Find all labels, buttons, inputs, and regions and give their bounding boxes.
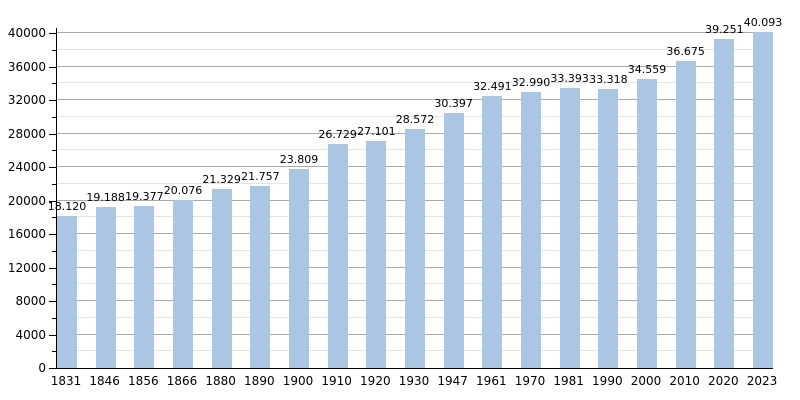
plot-area: 18.120 19.188 19.377 20.076 21.329 21.757 23.8… (48, 16, 782, 369)
x-axis-tick-label: 2023 (746, 374, 778, 388)
bar-2020 (714, 39, 735, 368)
bar-1990 (598, 88, 619, 368)
y-axis-minor-tick (52, 183, 56, 185)
x-axis-tick-label: 1981 (553, 374, 584, 388)
bar-1880 (211, 189, 232, 368)
bar-value-label: 28.572 (395, 112, 435, 126)
y-axis-tick (49, 368, 56, 369)
y-axis-tick (49, 33, 56, 35)
bar-1831 (57, 216, 77, 368)
bar-1856 (134, 205, 155, 368)
x-axis-tick-label: 1880 (205, 374, 236, 388)
bar-value-label: 27.101 (357, 125, 396, 139)
y-axis-minor-tick (52, 150, 56, 152)
x-axis-tick-label: 1970 (514, 374, 546, 388)
bar-1920 (366, 141, 387, 368)
y-axis-tick-label: 36000 (7, 59, 46, 74)
x-axis-tick-label: 1890 (244, 374, 275, 388)
x-axis-tick-label: 1910 (321, 374, 352, 388)
bar-value-label: 23.809 (279, 152, 319, 166)
bar-value-label: 33.318 (589, 72, 628, 86)
bar-value-label: 34.559 (627, 62, 667, 76)
y-axis-tick (49, 66, 56, 68)
bar-2023 (753, 32, 773, 368)
y-axis-tick (49, 133, 56, 135)
bar-1981 (559, 88, 580, 368)
bar-value-label: 20.076 (163, 183, 203, 197)
bar-1970 (521, 91, 541, 368)
y-axis-tick-label: 20000 (7, 193, 46, 208)
gridline-minor (57, 48, 773, 50)
y-axis-tick (49, 167, 56, 168)
y-axis-tick (49, 100, 56, 102)
bar-value-label: 30.397 (434, 97, 473, 111)
y-axis-tick-label: 32000 (7, 93, 46, 108)
x-axis-tick-label: 1900 (282, 374, 314, 388)
gridline-minor (57, 115, 773, 117)
y-axis-tick (49, 200, 56, 202)
y-axis-tick (49, 301, 56, 302)
x-axis-tick-label: 1831 (50, 374, 82, 388)
bar-value-label: 19.377 (125, 189, 164, 203)
bar-value-label: 21.757 (241, 169, 280, 183)
y-axis-tick (49, 334, 56, 336)
bar-value-label: 18.120 (47, 200, 87, 214)
x-axis-tick-label: 1930 (398, 374, 430, 388)
x-axis-tick-label: 2000 (630, 374, 662, 388)
bar-value-label: 40.093 (743, 16, 783, 30)
bar-1846 (95, 207, 116, 368)
y-axis-tick-label: 24000 (7, 160, 46, 174)
bar-value-label: 33.393 (550, 72, 589, 86)
y-axis-tick-label: 40000 (7, 26, 46, 41)
y-axis-minor-tick (52, 83, 56, 85)
x-axis-tick-label: 1856 (128, 374, 159, 388)
bar-1947 (443, 113, 464, 368)
y-axis-tick (49, 267, 56, 269)
x-axis-tick-label: 2020 (708, 374, 739, 388)
y-axis-tick-label: 28000 (7, 126, 46, 141)
y-axis-minor-tick (52, 351, 56, 353)
bar-value-label: 32.990 (511, 75, 551, 89)
bar-value-label: 21.329 (202, 173, 241, 187)
bar-1900 (289, 168, 309, 368)
y-axis-minor-tick (52, 49, 56, 51)
bar-1930 (405, 128, 425, 368)
y-axis-tick-label: 16000 (7, 227, 46, 241)
x-axis-tick-label: 1866 (166, 374, 198, 388)
bar-1890 (250, 185, 271, 368)
bar-1910 (327, 144, 348, 368)
bar-value-label: 36.675 (666, 44, 705, 58)
y-axis-minor-tick (52, 284, 56, 286)
bar-1866 (173, 199, 193, 368)
bar-value-label: 26.729 (318, 128, 357, 142)
y-axis-tick-label: 12000 (7, 260, 46, 275)
bar-2010 (675, 60, 696, 368)
y-axis-tick-label: 4000 (15, 327, 46, 342)
y-axis-minor-tick (52, 317, 56, 319)
gridline-minor (57, 82, 773, 84)
y-axis-minor-tick (52, 250, 56, 252)
y-axis-minor-tick (52, 116, 56, 118)
bar-value-label: 32.491 (473, 79, 512, 93)
y-axis-tick (49, 234, 56, 235)
y-axis-minor-tick (52, 217, 56, 219)
x-axis-tick-label: 1947 (437, 374, 468, 388)
bar-value-label: 39.251 (705, 23, 744, 37)
y-axis-tick-label: 0 (38, 361, 46, 375)
x-axis-tick-label: 1846 (89, 374, 120, 388)
bar-1961 (482, 95, 503, 368)
x-axis-tick-label: 1920 (360, 374, 391, 388)
x-axis-tick-label: 2010 (669, 374, 700, 388)
x-axis-tick-label: 1961 (476, 374, 507, 388)
gridline-major (57, 99, 773, 101)
y-axis-tick-label: 8000 (15, 294, 46, 308)
gridline-major (57, 65, 773, 67)
gridline-major (57, 32, 773, 34)
bar-value-label: 19.188 (86, 191, 125, 205)
x-axis-tick-label: 1990 (592, 374, 623, 388)
bar-2000 (637, 78, 657, 368)
